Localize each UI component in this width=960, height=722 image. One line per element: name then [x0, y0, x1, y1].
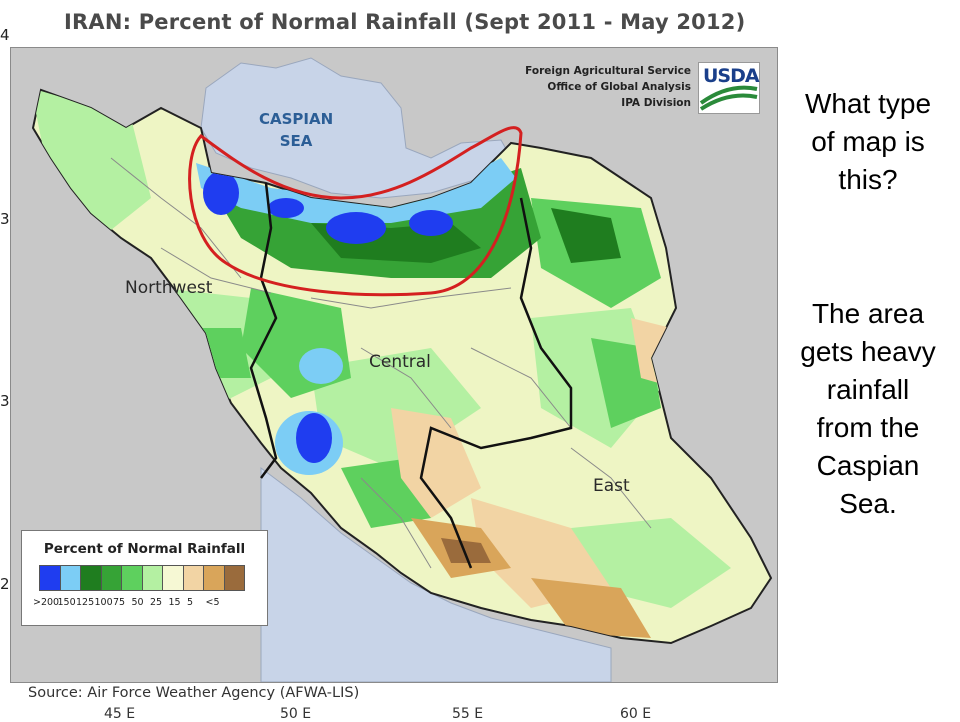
legend-swatch [203, 565, 225, 591]
legend-tick-label: 25 [150, 597, 163, 608]
agency-line: IPA Division [621, 97, 691, 109]
usda-logo-text: USDA [703, 65, 760, 87]
edge-number: 3 [0, 392, 10, 410]
sea-label-line: CASPIAN [259, 110, 334, 128]
answer-text: The area gets heavy rainfall from the Ca… [783, 295, 953, 523]
longitude-label: 50 E [280, 706, 312, 722]
legend-tick-label: 125 [76, 597, 95, 608]
region-label-northwest: Northwest [125, 278, 213, 298]
map-title: IRAN: Percent of Normal Rainfall (Sept 2… [64, 10, 746, 34]
legend-tick-label: <5 [205, 597, 220, 608]
map-graphic [11, 48, 777, 682]
agency-line: Office of Global Analysis [547, 81, 691, 93]
persian-gulf [260, 467, 612, 682]
question-line: of map is [811, 126, 925, 157]
region-label-east: East [593, 476, 630, 496]
answer-line: The area [811, 298, 925, 329]
agency-credit: Foreign Agricultural Service Office of G… [525, 63, 691, 111]
legend-swatch [39, 565, 61, 591]
legend-tick-label: >200 [33, 597, 60, 608]
rainfall-map: CASPIAN SEA Foreign Agricultural Service… [10, 47, 778, 683]
data-source: Source: Air Force Weather Agency (AFWA-L… [28, 685, 360, 701]
legend-swatch [100, 565, 122, 591]
question-line: this? [838, 164, 898, 195]
answer-line: Caspian [816, 450, 920, 481]
legend-swatch [162, 565, 184, 591]
caspian-sea-label: CASPIAN SEA [259, 108, 333, 152]
question-line: What type [804, 88, 932, 119]
sea-label-line: SEA [279, 132, 313, 150]
legend-tick-label: 50 [131, 597, 144, 608]
legend-tick-label: 5 [187, 597, 194, 608]
edge-number: 2 [0, 575, 10, 593]
map-legend: Percent of Normal Rainfall >200 150 125 100… [21, 530, 268, 626]
edge-number: 3 [0, 210, 10, 228]
rainfall-shading [33, 90, 731, 638]
legend-tick-label: 100 [94, 597, 113, 608]
legend-tick-label: 75 [113, 597, 126, 608]
legend-swatch [182, 565, 204, 591]
caspian-sea [200, 57, 512, 199]
question-text: What type of map is this? [783, 85, 953, 199]
legend-swatch [141, 565, 163, 591]
legend-swatch [223, 565, 245, 591]
edge-number: 4 [0, 26, 10, 44]
highlight-outline [188, 126, 523, 297]
longitude-label: 60 E [620, 706, 652, 722]
legend-swatches [39, 565, 245, 591]
province-boundaries [110, 157, 652, 569]
longitude-label: 55 E [452, 706, 484, 722]
usda-logo: USDA [698, 62, 760, 114]
region-boundaries [249, 182, 573, 569]
answer-line: gets heavy [800, 336, 936, 367]
legend-title: Percent of Normal Rainfall [43, 541, 246, 557]
answer-line: rainfall [826, 374, 910, 405]
legend-tick-label: 15 [168, 597, 181, 608]
legend-tick-label: 150 [57, 597, 76, 608]
legend-swatch [59, 565, 81, 591]
agency-line: Foreign Agricultural Service [525, 65, 691, 77]
answer-line: from the [816, 412, 920, 443]
longitude-label: 45 E [104, 706, 136, 722]
region-label-central: Central [369, 352, 431, 372]
answer-line: Sea. [839, 488, 897, 519]
legend-swatch [121, 565, 143, 591]
legend-swatch [80, 565, 102, 591]
